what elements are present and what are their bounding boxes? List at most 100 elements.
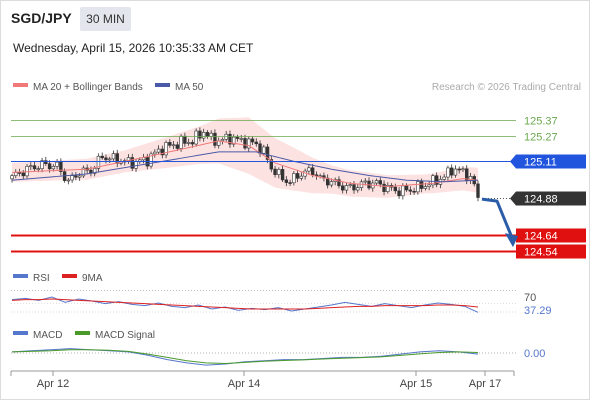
candle-body [337, 179, 341, 187]
forecast-arrow [481, 197, 513, 236]
candle-body [457, 168, 461, 171]
candle-body [220, 139, 225, 142]
candle-body [209, 132, 213, 137]
candle-body [70, 175, 74, 181]
candle-body [434, 175, 439, 185]
candle-body [273, 168, 277, 175]
candle-body [393, 186, 398, 192]
candle-body [134, 161, 138, 169]
support_2-label: 124.54 [524, 247, 558, 259]
rsi-line [11, 296, 479, 313]
candle-body [186, 142, 191, 144]
timeframe-badge[interactable]: 30 MIN [80, 7, 131, 31]
candle-body [386, 185, 390, 192]
macd-legend-swatch [13, 331, 28, 335]
forecast-arrowhead [505, 233, 518, 248]
macd-legend-label: MACD [33, 330, 62, 341]
resistance_2-label: 125.37 [524, 116, 558, 128]
candle-body [25, 166, 29, 177]
candle-body [262, 146, 266, 154]
rsi-70-label: 70 [524, 292, 536, 304]
candle-body [160, 148, 165, 156]
candle-body [404, 185, 409, 191]
candle-body [374, 180, 379, 184]
candle-body [427, 184, 431, 187]
candle-body [382, 183, 386, 192]
candle-body [104, 157, 108, 161]
candle-body [412, 190, 416, 193]
candle-body [40, 160, 44, 169]
candle-body [36, 168, 41, 170]
x-tick-label: Apr 17 [469, 378, 501, 390]
candle-body [96, 155, 101, 169]
candle-body [168, 142, 172, 146]
ma50-legend-swatch [155, 83, 170, 87]
candle-body [66, 179, 71, 182]
candle-body [130, 157, 134, 169]
candle-body [108, 158, 112, 161]
candle-body [153, 151, 157, 155]
candle-body [431, 175, 435, 186]
candle-body [325, 177, 330, 186]
rsi-9ma-line [11, 298, 479, 310]
candle-body [247, 138, 251, 149]
candle-body [179, 135, 183, 149]
candle-body [378, 180, 382, 185]
candle-body [74, 175, 78, 178]
current-price-label: 124.88 [524, 194, 558, 206]
macd-zero-label: 0.00 [524, 348, 545, 360]
candle-body [442, 176, 446, 180]
candle-body [341, 185, 345, 191]
candle-body [265, 146, 270, 160]
candle-body [243, 138, 247, 149]
candle-body [423, 186, 428, 189]
candle-body [92, 168, 97, 174]
candle-body [183, 135, 187, 144]
report-datetime: Wednesday, April 15, 2026 10:35:33 AM CE… [13, 41, 254, 55]
candle-body [175, 144, 180, 149]
x-tick-label: Apr 14 [228, 378, 260, 390]
candle-body [10, 175, 14, 180]
ma20-legend-label: MA 20 + Bollinger Bands [33, 82, 143, 93]
candle-body [352, 184, 356, 191]
candle-body [164, 142, 168, 156]
candle-body [201, 132, 206, 139]
macd-signal-legend-label: MACD Signal [95, 330, 155, 341]
x-tick-label: Apr 15 [400, 378, 432, 390]
candle-body [292, 173, 296, 184]
candle-body [344, 185, 349, 191]
macd-signal-legend-swatch [75, 331, 90, 335]
rsi-9ma-legend-swatch [62, 274, 77, 278]
candle-body [228, 133, 232, 145]
x-axis: Apr 12 Apr 14 Apr 15 Apr 17 [10, 371, 515, 390]
candle-body [476, 183, 480, 198]
rsi-legend-label: RSI [33, 273, 50, 284]
rsi-value-label: 37.29 [524, 305, 552, 317]
candle-body [17, 172, 22, 174]
candle-body [329, 181, 334, 186]
candle-body [111, 153, 116, 160]
macd-signal-line [11, 349, 479, 364]
rsi-legend-swatch [13, 274, 28, 278]
candle-body [156, 148, 161, 153]
candle-body [461, 168, 465, 171]
candle-body [14, 172, 18, 177]
ma50-line [11, 151, 479, 183]
candle-body [288, 182, 292, 184]
candle-body [77, 175, 82, 178]
candle-body [449, 167, 454, 176]
current-price-tag [510, 191, 586, 206]
candle-body [408, 189, 413, 192]
price-panel: 125.37 125.27 125.11 124.88 124.64 124.54 [10, 116, 586, 259]
support_2-tag [516, 244, 586, 259]
candle-body [295, 173, 300, 179]
candle-body [232, 136, 236, 145]
candle-body [55, 161, 59, 167]
x-tick-label: Apr 12 [37, 378, 69, 390]
candle-body [254, 141, 258, 145]
ma20-line [11, 140, 479, 188]
candle-body [356, 187, 360, 191]
candle-body [250, 138, 255, 143]
